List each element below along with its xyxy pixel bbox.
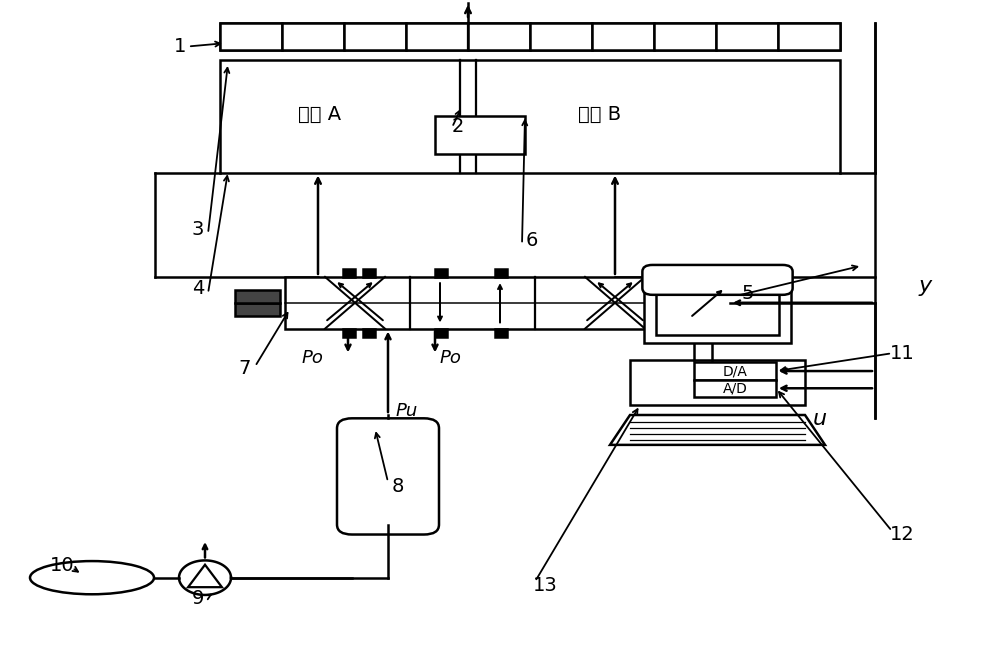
Bar [468, 23, 530, 50]
Text: 8: 8 [392, 477, 404, 495]
Text: 12: 12 [890, 525, 914, 544]
Bar [235, 290, 280, 303]
Text: 11: 11 [890, 344, 914, 363]
Bar [694, 363, 776, 380]
Text: 7: 7 [239, 359, 251, 378]
Text: 4: 4 [192, 280, 204, 298]
Bar [363, 329, 375, 337]
Text: A/D: A/D [723, 381, 747, 395]
Text: D/A: D/A [723, 364, 747, 378]
Text: Pu: Pu [396, 402, 418, 420]
Bar [220, 23, 840, 50]
Bar [592, 23, 654, 50]
Text: 5: 5 [742, 284, 754, 303]
Bar [495, 269, 507, 277]
Bar [235, 303, 280, 316]
Bar [685, 285, 730, 321]
Bar [363, 269, 375, 277]
Bar [435, 269, 447, 277]
Text: u: u [813, 409, 827, 429]
Bar [694, 380, 776, 397]
Bar [343, 269, 355, 277]
Ellipse shape [30, 561, 154, 594]
Bar [220, 23, 282, 50]
Bar [656, 290, 779, 335]
Bar [716, 23, 778, 50]
Polygon shape [610, 415, 825, 445]
Bar [644, 285, 791, 343]
Text: 2: 2 [452, 117, 464, 135]
Text: 气腔 A: 气腔 A [298, 105, 342, 124]
FancyBboxPatch shape [337, 418, 439, 535]
FancyBboxPatch shape [642, 265, 793, 295]
Bar [406, 23, 468, 50]
Text: 13: 13 [533, 576, 557, 595]
Text: 3: 3 [192, 220, 204, 238]
Bar [530, 23, 592, 50]
Bar [435, 329, 447, 337]
Text: 10: 10 [50, 556, 74, 575]
Bar [285, 277, 685, 329]
Text: 6: 6 [526, 231, 538, 250]
Text: 气腔 B: 气腔 B [578, 105, 622, 124]
Bar [282, 23, 344, 50]
Text: 9: 9 [192, 590, 204, 608]
Bar [630, 360, 805, 405]
Text: y: y [918, 276, 932, 296]
Bar [220, 60, 840, 173]
Text: 1: 1 [174, 37, 186, 56]
Bar [435, 116, 525, 154]
Text: Po: Po [301, 349, 323, 367]
Bar [344, 23, 406, 50]
Bar [778, 23, 840, 50]
Bar [654, 23, 716, 50]
Bar [343, 329, 355, 337]
Text: Po: Po [440, 349, 462, 367]
Bar [495, 329, 507, 337]
